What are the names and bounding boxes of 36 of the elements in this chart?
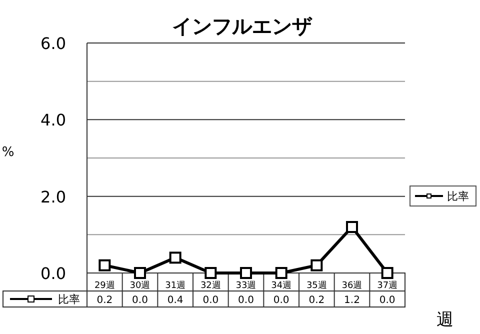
data-label: 0.2	[308, 295, 325, 306]
y-tick-label: 2.0	[40, 187, 66, 206]
data-label: 0.0	[238, 295, 254, 306]
data-label: 0.4	[167, 295, 184, 306]
point	[169, 252, 182, 264]
x-tick-label: 37週	[377, 280, 398, 291]
point	[204, 267, 217, 279]
data-label: 0.0	[273, 295, 290, 306]
point	[381, 267, 394, 279]
y-tick-label: 6.0	[40, 34, 66, 53]
x-tick-label: 36週	[342, 280, 362, 291]
point	[346, 221, 358, 233]
x-tick-label: 34週	[271, 280, 292, 291]
y-axis-title: %	[2, 145, 14, 160]
chart-title: インフルエンザ	[172, 14, 313, 38]
point	[98, 259, 111, 272]
x-tick-label: 35週	[306, 280, 327, 291]
data-label: 0.0	[132, 295, 148, 306]
data-label: 0.0	[379, 295, 396, 306]
x-tick-label: 33週	[236, 280, 256, 291]
text: 比率	[447, 190, 469, 203]
y-tick-label: 0.0	[40, 264, 66, 283]
x-tick-label: 31週	[165, 280, 186, 291]
x-tick-label: 30週	[130, 280, 150, 291]
point	[240, 267, 252, 279]
data-label: 1.2	[344, 295, 360, 306]
point	[134, 267, 146, 279]
x-tick-label: 32週	[200, 280, 221, 291]
x-tick-label: 29週	[94, 280, 115, 291]
y-tick-label: 4.0	[40, 110, 66, 130]
data-label: 0.0	[202, 295, 219, 306]
point	[310, 259, 323, 272]
data-label: 0.2	[96, 295, 113, 306]
x-axis-title: 週	[436, 310, 454, 330]
point	[275, 267, 288, 279]
legend-label: 比率	[58, 293, 80, 306]
